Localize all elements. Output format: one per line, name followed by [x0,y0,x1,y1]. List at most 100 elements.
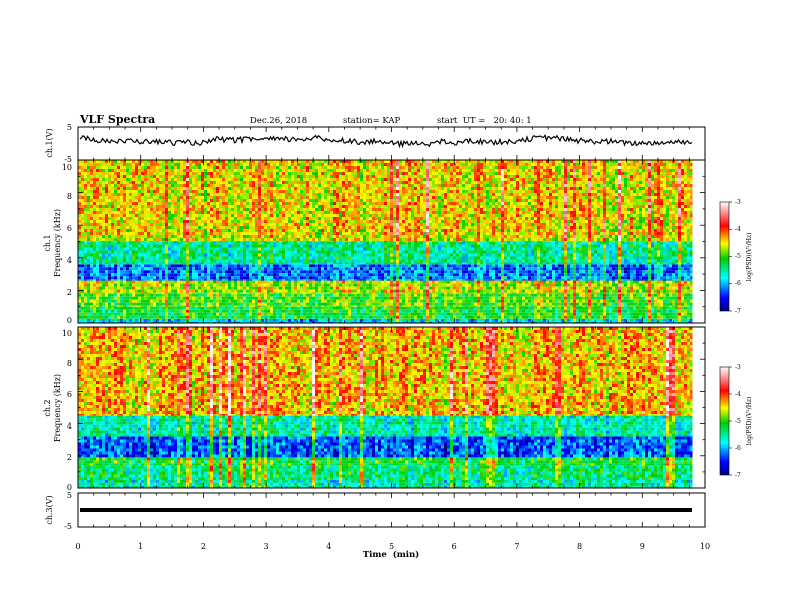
spectrogram-cell [117,264,120,267]
spectrogram-cell [546,316,549,319]
spectrogram-cell [171,300,174,303]
spectrogram-cell [114,276,117,279]
spectrogram-cell [408,306,411,307]
spectrogram-cell [96,294,99,297]
spectrogram-cell [549,264,552,267]
spectrogram-cell [276,297,279,300]
spectrogram-cell [633,319,636,322]
spectrogram-cell [477,242,480,245]
spectrogram-cell [414,279,417,280]
spectrogram-cell [621,281,624,284]
spectrogram-cell [564,313,567,316]
spectrogram-cell [678,306,681,307]
spectrogram-cell [324,313,327,316]
spectrogram-cell [528,276,531,279]
spectrogram-cell [597,267,600,270]
spectrogram-cell [495,290,498,293]
spectrogram-cell [462,303,465,306]
spectrogram-cell [513,267,516,270]
spectrogram-cell [201,284,204,287]
spectrogram-cell [321,319,324,322]
spectrogram-cell [435,270,438,273]
spectrogram-cell [138,307,141,310]
spectrogram-cell [666,284,669,287]
spectrogram-cell [540,242,543,245]
spectrogram-cell [231,264,234,267]
spectrogram-cell [591,310,594,313]
spectrogram-cell [327,303,330,306]
spectrogram-cell [228,270,231,273]
spectrogram-cell [516,319,519,322]
spectrogram-cell [381,297,384,300]
spectrogram-cell [198,310,201,313]
spectrogram-cell [627,294,630,297]
spectrogram-cell [405,310,408,313]
spectrogram-cell [105,290,108,293]
spectrogram-cell [594,284,597,287]
spectrogram-cell [531,316,534,319]
spectrogram-cell [84,319,87,322]
spectrogram-cell [423,276,426,279]
spectrogram-cell [195,319,198,322]
spectrogram-cell [108,307,111,310]
spectrogram-cell [126,297,129,300]
spectrogram-cell [255,273,258,276]
spectrogram-cell [279,287,282,290]
spectrogram-cell [102,270,105,273]
spectrogram-cell [402,310,405,313]
spectrogram-cell [603,300,606,303]
spectrogram-cell [528,306,531,307]
spectrogram-cell [204,276,207,279]
spectrogram-cell [84,307,87,310]
spectrogram-cell [588,303,591,306]
spectrogram-cell [237,316,240,319]
spectrogram-cell [147,264,150,267]
spectrogram-cell [282,279,285,280]
spectrogram-cell [159,297,162,300]
spectrogram-cell [120,313,123,316]
spectrogram-cell [87,245,90,248]
spectrogram-cell [621,276,624,279]
spectrogram-cell [588,300,591,303]
spectrogram-cell [684,297,687,300]
spectrogram-cell [375,284,378,287]
spectrogram-cell [513,310,516,313]
spectrogram-cell [531,306,534,307]
spectrogram-cell [534,276,537,279]
spectrogram-cell [336,242,339,245]
spectrogram-cell [438,287,441,290]
spectrogram-cell [333,270,336,273]
spectrogram-cell [186,300,189,303]
spectrogram-cell [387,297,390,300]
spectrogram-cell [306,284,309,287]
spectrogram-cell [681,316,684,319]
spectrogram-cell [495,279,498,280]
spectrogram-cell [150,316,153,319]
spectrogram-cell [438,297,441,300]
spectrogram-cell [216,273,219,276]
spectrogram-cell [177,276,180,279]
spectrogram-cell [453,294,456,297]
spectrogram-cell [642,242,645,245]
spectrogram-cell [270,245,273,248]
spectrogram-cell [318,313,321,316]
spectrogram-cell [171,297,174,300]
spectrogram-cell [111,313,114,316]
spectrogram-cell [510,276,513,279]
spectrogram-cell [447,287,450,290]
spectrogram-cell [510,303,513,306]
spectrogram-cell [408,319,411,322]
spectrogram-cell [462,310,465,313]
spectrogram-cell [270,281,273,284]
spectrogram-cell [606,281,609,284]
spectrogram-cell [585,294,588,297]
spectrogram-cell [582,306,585,307]
spectrogram-cell [267,313,270,316]
spectrogram-cell [303,294,306,297]
spectrogram-cell [144,294,147,297]
spectrogram-cell [267,307,270,310]
spectrogram-cell [489,284,492,287]
spectrogram-cell [522,310,525,313]
spectrogram-cell [606,276,609,279]
spectrogram-cell [603,290,606,293]
